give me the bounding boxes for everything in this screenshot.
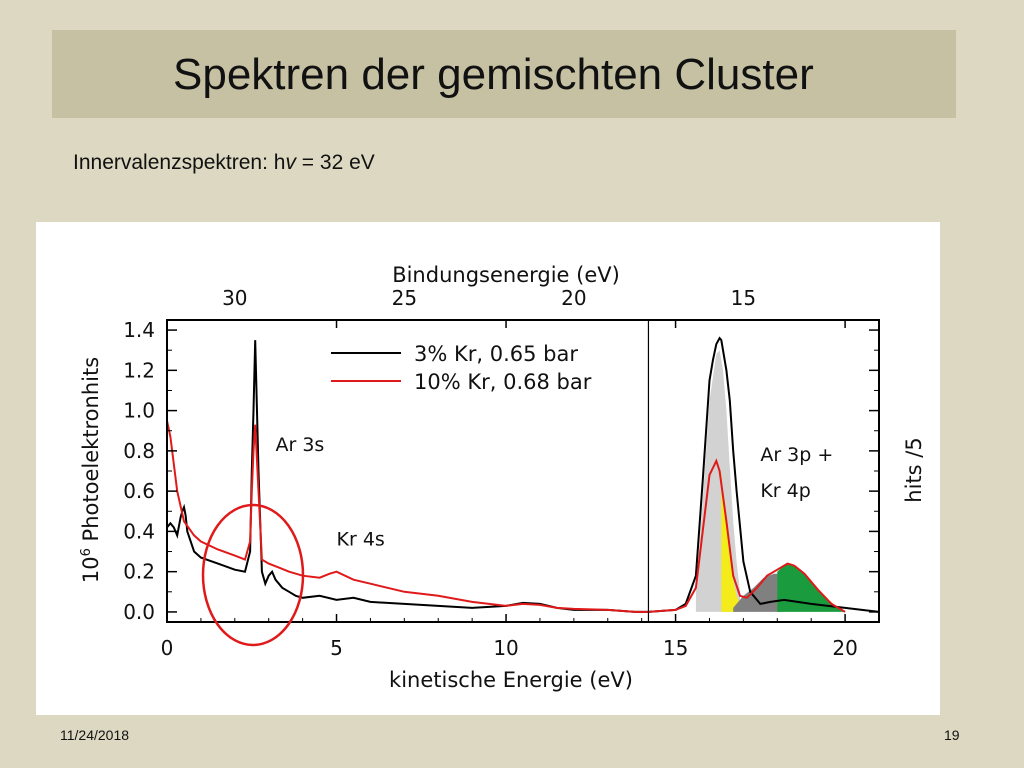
x2-tick-label: 20 — [561, 286, 586, 310]
tick-layer: 0 5 10 15 20 30 25 20 15 0.0 0.2 0.4 0.6 0.8 1.0 1.2 1.4 — [123, 286, 880, 660]
y-tick-label: 1.2 — [123, 358, 155, 382]
x-tick-label: 20 — [832, 636, 857, 660]
right-axis-title: hits /5 — [902, 437, 926, 502]
slide-title: Spektren der gemischten Cluster — [173, 50, 814, 99]
slide-subtitle: Innervalenzspektren: hv = 32 eV — [73, 151, 375, 175]
subtitle-prefix: Innervalenzspektren: h — [73, 151, 286, 174]
legend-label-0: 3% Kr, 0.65 bar — [414, 342, 578, 366]
right-series-line-1 — [648, 458, 846, 613]
fill-yellow-peak — [721, 471, 740, 612]
subtitle-symbol: v — [285, 151, 296, 174]
y-tick-label: 0.6 — [123, 479, 155, 503]
right-series-line-0 — [648, 336, 880, 613]
x2-axis-title: Bindungsenergie (eV) — [392, 263, 620, 287]
annotation-label: Ar 3p + — [760, 444, 833, 466]
annotation-label: Ar 3s — [275, 434, 324, 456]
x-tick-label: 15 — [663, 636, 688, 660]
x2-tick-label: 30 — [222, 286, 247, 310]
annotation-label: Kr 4s — [337, 528, 385, 550]
x-tick-label: 5 — [330, 636, 343, 660]
x-tick-label: 0 — [161, 636, 174, 660]
y-tick-label: 1.4 — [123, 318, 155, 342]
legend: 3% Kr, 0.65 bar 10% Kr, 0.68 bar — [331, 342, 592, 394]
x2-tick-label: 25 — [392, 286, 417, 310]
y-tick-label: 0.2 — [123, 560, 155, 584]
footer-page-number: 19 — [944, 727, 960, 743]
subtitle-suffix: = 32 eV — [295, 151, 375, 174]
x-axis-title: kinetische Energie (eV) — [389, 668, 633, 692]
y-axis-title-prefix: 10 — [79, 556, 103, 583]
y-axis-title-exponent: 6 — [79, 548, 94, 556]
figure-panel: 0 5 10 15 20 30 25 20 15 0.0 0.2 0.4 0.6 0.8 1.0 1.2 1.4… — [36, 222, 940, 715]
x2-tick-label: 15 — [731, 286, 756, 310]
y-tick-label: 0.8 — [123, 439, 155, 463]
annotation-label: Kr 4p — [760, 480, 810, 502]
y-axis-title: 106 Photoelektronhits — [79, 357, 103, 583]
title-bar — [52, 30, 956, 118]
y-tick-label: 0.4 — [123, 519, 155, 543]
series-layer — [166, 336, 880, 613]
footer-date: 11/24/2018 — [60, 727, 130, 743]
y-tick-label: 1.0 — [123, 399, 155, 423]
fill-gray-shoulder — [733, 573, 781, 612]
highlight-ellipse — [201, 503, 305, 647]
fill-green-peak — [777, 563, 846, 612]
series-line-1 — [166, 420, 649, 613]
y-axis-title-suffix: Photoelektronhits — [79, 357, 103, 548]
legend-label-1: 10% Kr, 0.68 bar — [414, 370, 592, 394]
spectrum-chart: 0 5 10 15 20 30 25 20 15 0.0 0.2 0.4 0.6 0.8 1.0 1.2 1.4… — [79, 263, 926, 692]
y-tick-label: 0.0 — [123, 600, 155, 624]
x-tick-label: 10 — [493, 636, 518, 660]
annotation-layer: Ar 3s Kr 4s Ar 3p + Kr 4p — [275, 434, 833, 551]
